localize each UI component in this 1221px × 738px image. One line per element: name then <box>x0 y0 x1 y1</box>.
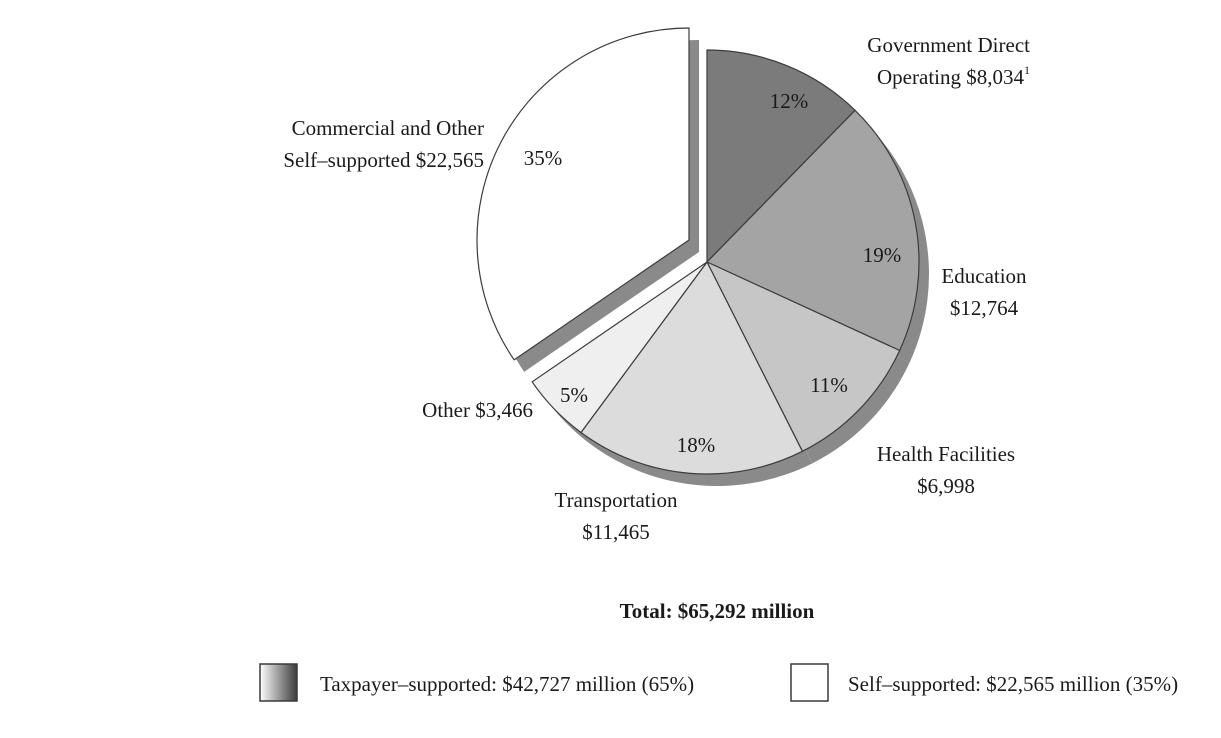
pie-slice-transportation <box>580 261 803 475</box>
footnote-marker: 1 <box>1024 63 1030 77</box>
pie-slices-group <box>476 27 920 475</box>
category-label-line: Education <box>941 264 1027 288</box>
category-label-line: Other $3,466 <box>422 398 533 422</box>
percent-label-other: 5% <box>560 383 588 407</box>
category-label-transportation: Transportation $11,465 <box>555 488 678 544</box>
category-labels-group: Government Direct Operating $8,0341 Educat… <box>283 33 1030 544</box>
pie-slice-health-facilities <box>706 261 901 452</box>
category-label-government-direct-operating: Government Direct Operating $8,0341 <box>867 33 1030 89</box>
percent-label-commercial-and-other-self-supported: 35% <box>524 146 563 170</box>
category-label-health-facilities: Health Facilities $6,998 <box>877 442 1015 498</box>
category-label-line: Self–supported $22,565 <box>283 148 484 172</box>
category-label-line: Operating $8,034 <box>877 65 1024 89</box>
category-label-line: $12,764 <box>950 296 1019 320</box>
category-label-line: Commercial and Other <box>292 116 484 140</box>
percent-labels-group: 12% 19% 11% 18% 5% 35% <box>524 89 902 457</box>
pie-slice-other <box>531 261 708 434</box>
category-label-education: Education $12,764 <box>941 264 1027 320</box>
category-label-line: $11,465 <box>582 520 649 544</box>
legend-label-taxpayer: Taxpayer–supported: $42,727 million (65%… <box>320 672 694 696</box>
pie-slice-government-direct-operating <box>706 49 856 263</box>
category-label-line: $6,998 <box>917 474 975 498</box>
legend-swatch-self-supported <box>790 663 829 702</box>
percent-label-transportation: 18% <box>677 433 716 457</box>
percent-label-government-direct-operating: 12% <box>770 89 809 113</box>
category-label-line: Health Facilities <box>877 442 1015 466</box>
pie-slice-commercial-and-other-self-supported <box>476 27 690 361</box>
category-label-line: Transportation <box>555 488 678 512</box>
percent-label-education: 19% <box>863 243 902 267</box>
pie-slice-education <box>706 109 920 352</box>
legend-label-self-supported: Self–supported: $22,565 million (35%) <box>848 672 1178 696</box>
category-label-line: Government Direct <box>867 33 1030 57</box>
percent-label-health-facilities: 11% <box>810 373 848 397</box>
category-label-commercial-and-other-self-supported: Commercial and Other Self–supported $22,5… <box>283 116 484 172</box>
category-label-other: Other $3,466 <box>422 398 533 422</box>
chart-total: Total: $65,292 million <box>620 599 815 623</box>
legend-swatch-taxpayer <box>259 663 298 702</box>
legend: Taxpayer–supported: $42,727 million (65%… <box>259 663 1178 702</box>
